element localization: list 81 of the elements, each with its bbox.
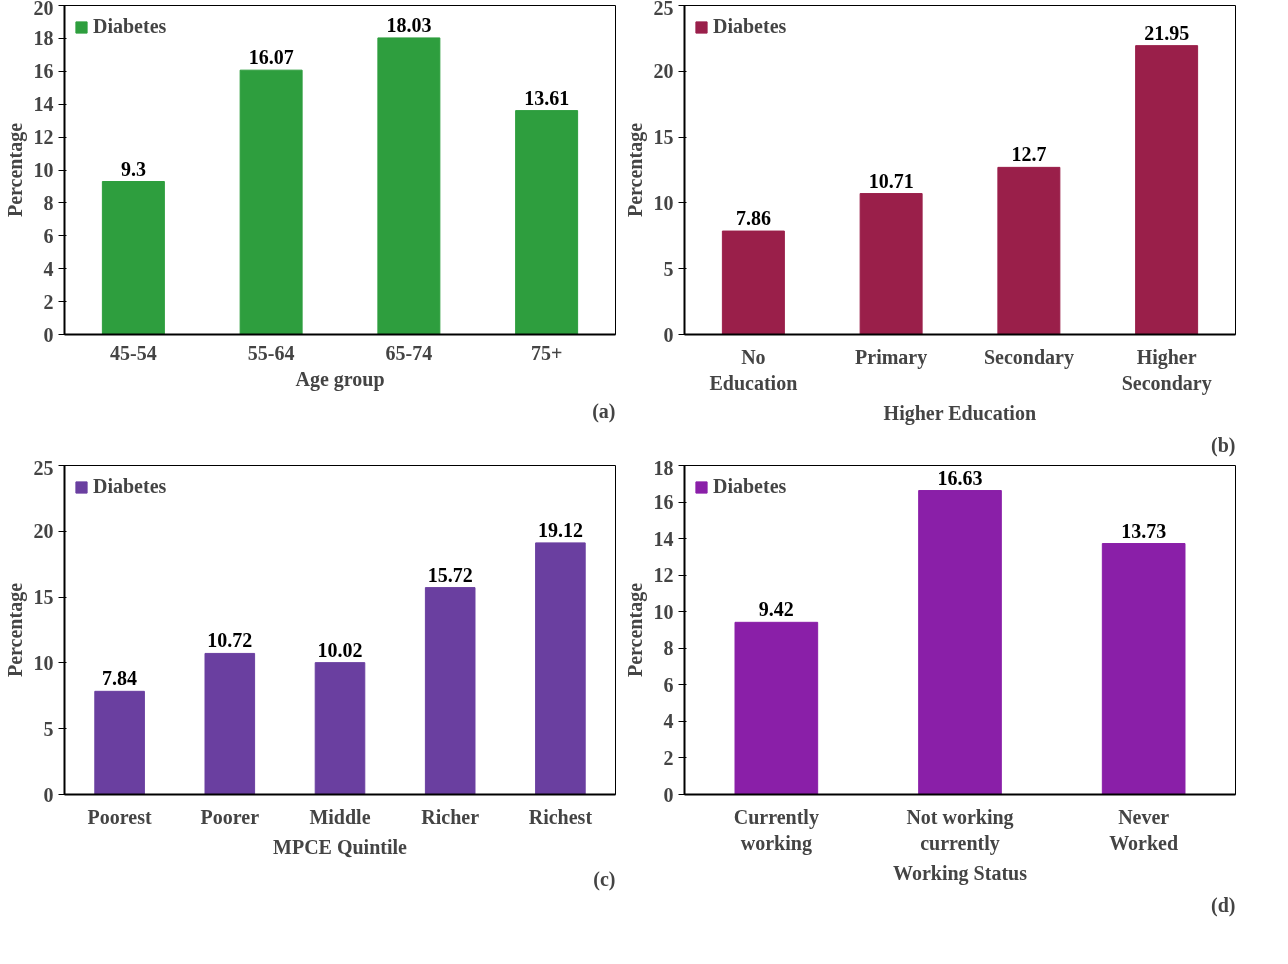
x-tick-label: Currently working [733, 805, 819, 855]
y-tick-label: 2 [43, 290, 54, 313]
y-tick-label: 10 [653, 191, 674, 214]
x-tick-label: Richer [421, 805, 480, 828]
y-tick-label: 4 [43, 257, 54, 280]
y-tick-label: 0 [663, 323, 674, 346]
data-label: 9.3 [120, 157, 146, 180]
x-tick-label: Primary [855, 345, 928, 369]
y-tick-label: 15 [653, 126, 674, 149]
x-tick-label: Poorest [87, 805, 152, 828]
data-label: 9.42 [758, 598, 794, 621]
y-tick-label: 10 [653, 600, 674, 623]
data-label: 15.72 [427, 563, 473, 586]
x-axis-title: MPCE Quintile [273, 835, 408, 858]
y-tick-label: 5 [663, 257, 674, 280]
y-tick-label: 15 [33, 586, 54, 609]
y-tick-label: 6 [43, 224, 54, 247]
y-tick-label: 8 [663, 637, 674, 660]
data-label: 18.03 [386, 13, 432, 36]
text: (b) [1211, 433, 1236, 457]
text: (a) [592, 399, 616, 423]
data-label: 10.71 [868, 169, 914, 192]
y-tick-label: 18 [653, 456, 674, 479]
y-tick-label: 14 [653, 527, 674, 550]
y-tick-label: 6 [663, 673, 674, 696]
data-label: 16.63 [937, 466, 983, 489]
y-tick-label: 12 [33, 126, 54, 149]
y-tick-label: 4 [663, 710, 674, 733]
y-axis-title: Percentage [3, 582, 27, 678]
y-tick-label: 0 [43, 783, 54, 806]
x-tick-label: Secondary [983, 345, 1074, 369]
data-label: 10.02 [317, 638, 363, 661]
text: (d) [1211, 893, 1236, 917]
y-tick-label: 8 [43, 191, 54, 214]
y-tick-label: 0 [663, 783, 674, 806]
data-label: 7.84 [102, 667, 138, 690]
data-label: 16.07 [248, 46, 294, 69]
data-label: 10.72 [207, 629, 253, 652]
data-label: 21.95 [1144, 21, 1190, 44]
data-label: 13.61 [524, 86, 570, 109]
y-tick-label: 25 [33, 456, 54, 479]
y-tick-label: 25 [653, 0, 674, 19]
data-label: 19.12 [537, 518, 583, 541]
y-tick-label: 16 [33, 60, 54, 83]
y-tick-label: 20 [33, 520, 54, 543]
y-axis-title: Percentage [623, 122, 647, 218]
y-tick-label: 18 [33, 27, 54, 50]
y-tick-label: 10 [33, 159, 54, 181]
x-tick-label: 45-54 [110, 341, 157, 364]
x-tick-label: 55-64 [247, 341, 295, 364]
legend-label: Diabetes [93, 15, 167, 38]
y-tick-label: 0 [43, 323, 54, 346]
x-axis-title: Higher Education [883, 401, 1037, 425]
x-tick-label: Middle [309, 805, 371, 828]
x-tick-label: Poorer [200, 805, 260, 828]
x-tick-label: Higher Secondary [1121, 345, 1212, 395]
legend-label: Diabetes [93, 475, 167, 498]
y-tick-label: 12 [653, 564, 674, 587]
text: (c) [593, 867, 616, 891]
y-tick-label: 20 [653, 60, 674, 83]
y-axis-title: Percentage [3, 122, 27, 218]
x-tick-label: 75+ [530, 341, 563, 364]
x-tick-label: Not working currently [906, 805, 1014, 855]
y-tick-label: 16 [653, 491, 674, 514]
data-label: 12.7 [1011, 143, 1047, 166]
legend-label: Diabetes [713, 475, 787, 498]
x-axis-title: Age group [295, 367, 385, 391]
y-tick-label: 5 [43, 717, 54, 740]
x-axis-title: Working Status [893, 861, 1028, 885]
y-tick-label: 10 [33, 651, 54, 674]
data-label: 13.73 [1121, 519, 1167, 542]
y-tick-label: 2 [663, 746, 674, 769]
x-tick-label: Richest [528, 805, 593, 828]
y-axis-title: Percentage [623, 582, 647, 678]
x-tick-label: No Education [709, 345, 798, 394]
y-tick-label: 20 [33, 0, 54, 19]
y-tick-label: 14 [33, 93, 54, 116]
data-label: 7.86 [735, 207, 771, 230]
legend-label: Diabetes [713, 15, 787, 38]
x-tick-label: Never Worked [1109, 805, 1179, 854]
x-tick-label: 65-74 [385, 341, 433, 364]
